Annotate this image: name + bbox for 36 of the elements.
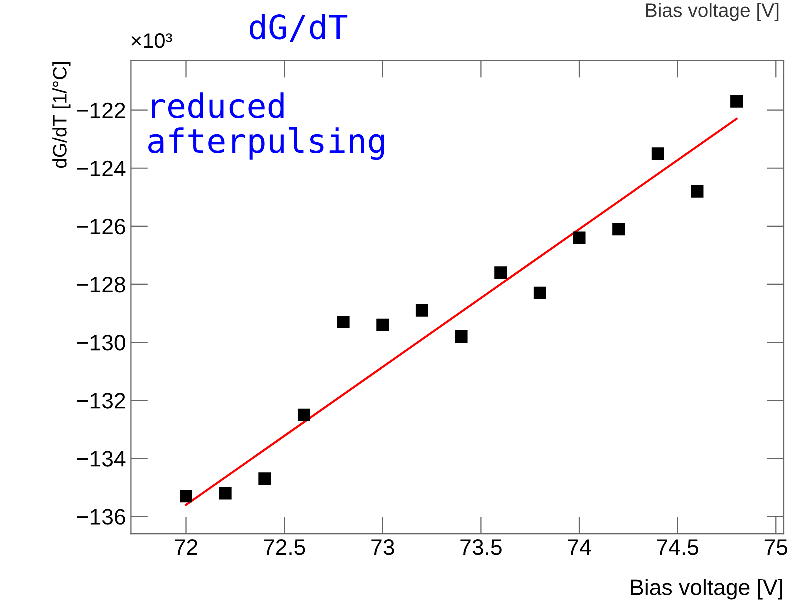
y-tick-label: −136 (77, 509, 126, 525)
x-tick-label: 75 (764, 540, 788, 556)
point (652, 148, 664, 160)
y-tick-label: −128 (77, 277, 126, 293)
text: ×10³ (132, 33, 172, 48)
point (730, 95, 744, 108)
point (219, 487, 232, 500)
point (691, 185, 704, 198)
point (416, 304, 428, 317)
point (612, 223, 626, 236)
text: Bias voltage [V] (646, 3, 779, 22)
y-tick-label: −134 (77, 451, 126, 467)
point (376, 318, 390, 332)
point (494, 266, 508, 280)
y-tick-label: −130 (77, 335, 126, 351)
x-tick-label: 74.5 (657, 540, 699, 556)
point (573, 232, 586, 244)
x-tick-label: 73 (372, 540, 394, 556)
point (258, 472, 272, 486)
x-tick-label: 73.5 (460, 540, 502, 556)
point (180, 490, 193, 503)
x-axis-title: Bias voltage [V] (631, 579, 782, 600)
point (455, 330, 468, 343)
x-tick-label: 74 (568, 540, 592, 556)
point (534, 286, 546, 300)
y-tick-label: −122 (77, 102, 126, 118)
y-tick-label: −126 (77, 218, 126, 235)
point (298, 408, 310, 422)
y-tick-label: −132 (77, 393, 126, 409)
point (337, 316, 350, 328)
x-tick-label: 72 (175, 540, 198, 556)
annotation: reduced afterpulsing (148, 92, 384, 160)
text: dG/dT (250, 14, 348, 42)
y-axis-title: dG/dT [1/°C] (52, 62, 71, 168)
y-tick-label: −124 (77, 160, 126, 176)
x-tick-label: 72.5 (264, 540, 306, 556)
